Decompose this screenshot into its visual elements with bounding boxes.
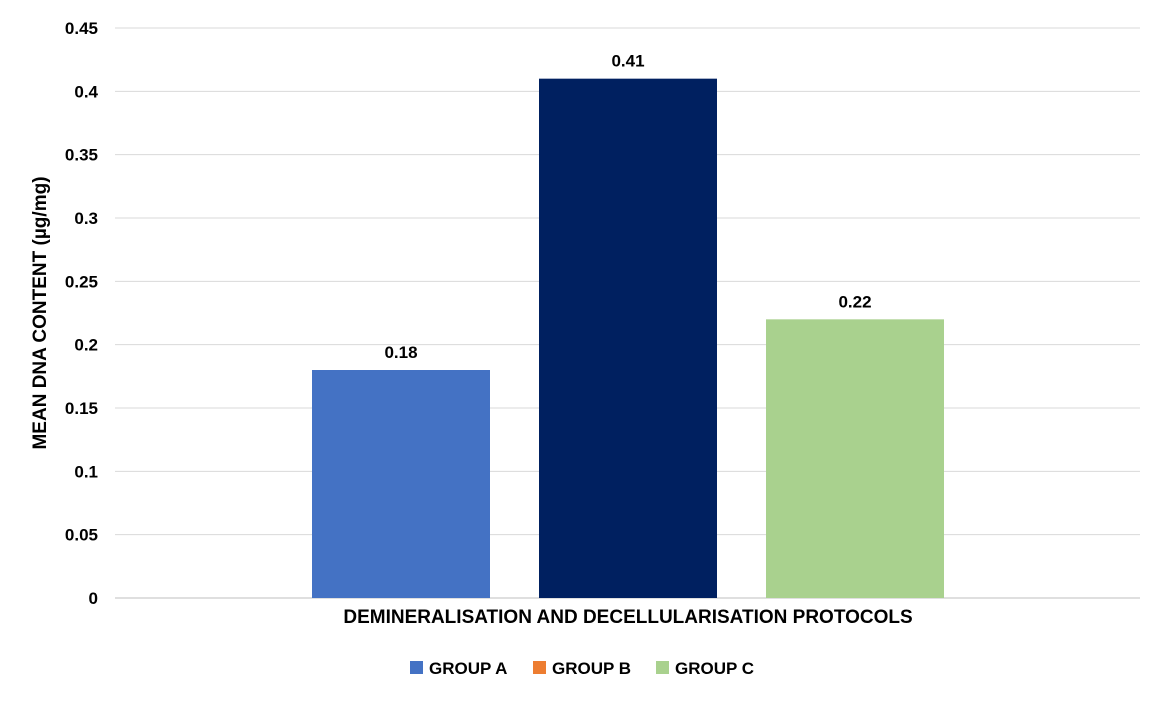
legend-label: GROUP C xyxy=(675,659,754,678)
bar-group-a xyxy=(312,370,490,598)
y-tick-label: 0.2 xyxy=(74,336,98,355)
bars xyxy=(312,78,944,598)
legend-swatch xyxy=(656,661,669,674)
y-tick-label: 0.25 xyxy=(65,272,98,291)
y-axis-label: MEAN DNA CONTENT (µg/mg) xyxy=(30,176,51,449)
x-axis-label: DEMINERALISATION AND DECELLULARISATION P… xyxy=(343,607,912,628)
y-tick-label: 0.4 xyxy=(74,82,98,101)
legend-swatch xyxy=(410,661,423,674)
y-tick-label: 0.1 xyxy=(74,462,98,481)
legend: GROUP A GROUP B GROUP C xyxy=(410,659,754,678)
data-labels: 0.18 0.41 0.22 xyxy=(384,52,871,362)
y-tick-label: 0 xyxy=(89,589,98,608)
data-label: 0.41 xyxy=(611,52,644,71)
y-tick-label: 0.35 xyxy=(65,146,98,165)
data-label: 0.18 xyxy=(384,343,417,362)
data-label: 0.22 xyxy=(838,292,871,311)
bar-group-c xyxy=(766,319,944,598)
legend-label: GROUP B xyxy=(552,659,631,678)
y-tick-label: 0.15 xyxy=(65,399,98,418)
y-tick-label: 0.45 xyxy=(65,19,98,38)
bar-group-b xyxy=(539,78,717,598)
y-axis-ticks: 0 0.05 0.1 0.15 0.2 0.25 0.3 0.35 0.4 0.45 xyxy=(65,19,99,608)
legend-label: GROUP A xyxy=(429,659,507,678)
y-tick-label: 0.05 xyxy=(65,526,98,545)
legend-swatch xyxy=(533,661,546,674)
y-tick-label: 0.3 xyxy=(74,209,98,228)
